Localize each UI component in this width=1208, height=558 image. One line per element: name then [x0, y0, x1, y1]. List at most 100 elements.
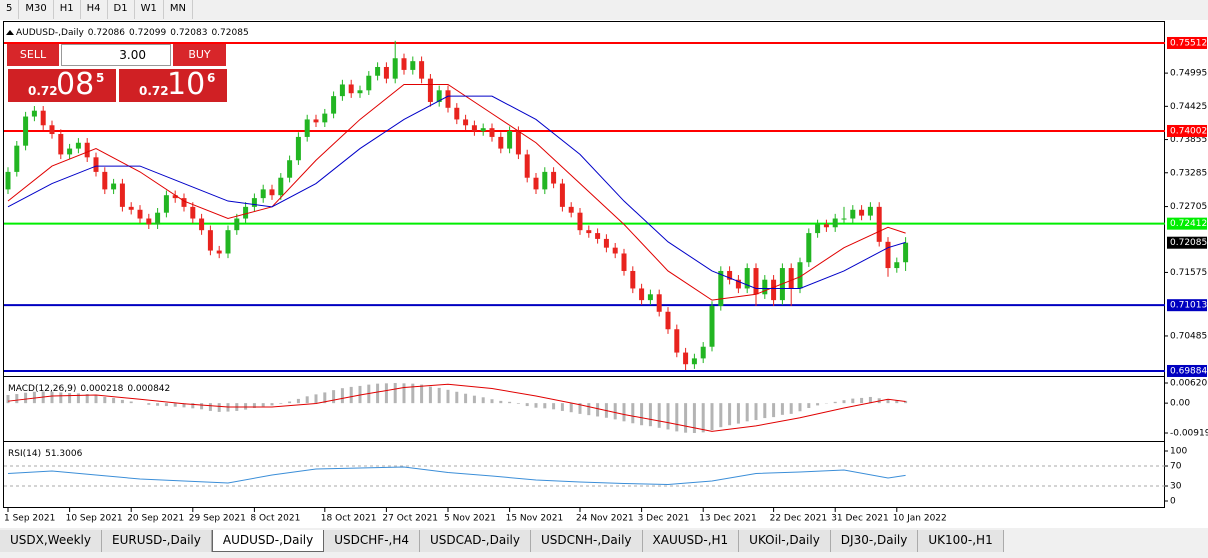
macd-bar: [103, 396, 107, 404]
candle-body: [709, 305, 715, 347]
macd-bar: [15, 394, 19, 404]
macd-bar: [32, 391, 36, 404]
indicator-line: [7, 95, 906, 289]
candle-body: [75, 142, 81, 149]
candle-body: [903, 242, 909, 263]
timeframe-button[interactable]: 5: [0, 0, 20, 19]
macd-bar: [217, 403, 221, 412]
header-value: 0.000842: [127, 384, 170, 394]
x-tick-label: 10 Jan 2022: [893, 514, 947, 524]
candle-body: [392, 58, 398, 79]
y-tick-label: 0.73855: [1170, 135, 1207, 145]
macd-bar: [420, 384, 424, 404]
candle-body: [375, 66, 381, 76]
macd-bar: [120, 399, 124, 404]
macd-bar: [182, 403, 186, 408]
candle-body: [735, 279, 741, 289]
sell-button[interactable]: SELL: [7, 44, 59, 66]
macd-bar: [745, 403, 749, 422]
chart-tab[interactable]: XAUUSD-,H1: [642, 530, 740, 552]
candle-body: [683, 352, 689, 365]
x-tick-label: 5 Nov 2021: [444, 514, 496, 524]
indicator-header: MACD(12,26,9) 0.000218 0.000842: [8, 384, 170, 394]
level-label-box: [1167, 299, 1207, 312]
chart-tab[interactable]: UK100-,H1: [918, 530, 1004, 552]
candle-body: [568, 206, 574, 213]
macd-bar: [640, 403, 644, 426]
macd-bar: [376, 383, 380, 404]
macd-bar: [437, 387, 441, 404]
candle-body: [788, 268, 794, 289]
x-tick-label: 18 Oct 2021: [321, 514, 377, 524]
macd-bar: [851, 398, 855, 404]
macd-bar: [684, 403, 688, 433]
candle-body: [507, 131, 513, 149]
timeframe-button[interactable]: MN: [164, 0, 193, 19]
timeframe-button[interactable]: H4: [81, 0, 108, 19]
candle-body: [471, 125, 477, 132]
macd-bar: [393, 383, 397, 404]
candle-body: [718, 270, 724, 306]
macd-bar: [340, 388, 344, 404]
candle-body: [656, 294, 662, 312]
candle-body: [850, 209, 856, 219]
chart-tab[interactable]: DJ30-,Daily: [830, 530, 919, 552]
buy-price[interactable]: 0.72 10 6: [118, 67, 228, 103]
macd-bar: [305, 396, 309, 404]
macd-bar: [244, 403, 248, 410]
macd-bar: [525, 403, 529, 407]
y-tick-label: -0.009197: [1170, 429, 1208, 439]
candle-body: [234, 218, 240, 231]
header-title: RSI(14): [8, 449, 41, 459]
y-tick-label: 0.74995: [1170, 69, 1207, 79]
price-big: 10: [167, 67, 206, 102]
timeframe-button[interactable]: D1: [108, 0, 135, 19]
macd-bar: [112, 397, 116, 404]
header-value: 0.72086: [88, 28, 125, 38]
header-value: 0.72083: [170, 28, 207, 38]
sell-price[interactable]: 0.72 08 5: [7, 67, 117, 103]
macd-bar: [710, 403, 714, 431]
candle-body: [199, 218, 205, 231]
macd-bar: [868, 396, 872, 404]
chart-tab[interactable]: USDCHF-,H4: [324, 530, 420, 552]
macd-bar: [173, 403, 177, 407]
chart-tab[interactable]: USDCAD-,Daily: [420, 530, 531, 552]
level-label-box: [1167, 124, 1207, 137]
candle-body: [146, 218, 152, 225]
chart-tab[interactable]: AUDUSD-,Daily: [211, 530, 325, 552]
macd-bar: [692, 403, 696, 434]
x-tick-label: 31 Dec 2021: [831, 514, 889, 524]
candle-body: [93, 157, 99, 172]
price-big: 08: [56, 67, 95, 102]
buy-button[interactable]: BUY: [173, 44, 226, 66]
x-tick-label: 15 Nov 2021: [506, 514, 564, 524]
candle-body: [331, 96, 337, 114]
candle-body: [551, 171, 557, 184]
candle-body: [49, 125, 55, 135]
timeframe-button[interactable]: M30: [19, 0, 54, 19]
macd-bar: [728, 403, 732, 426]
macd-bar: [384, 383, 388, 404]
timeframe-button[interactable]: W1: [135, 0, 164, 19]
macd-bar: [50, 391, 54, 404]
header-value: 0.72085: [211, 28, 248, 38]
x-tick-label: 13 Dec 2021: [699, 514, 757, 524]
y-tick-label: 0.006201: [1170, 378, 1208, 388]
volume-input[interactable]: 3.00: [61, 44, 171, 66]
chart-tab[interactable]: UKOil-,Daily: [739, 530, 831, 552]
candle-body: [595, 233, 601, 239]
chart-tab[interactable]: USDCNH-,Daily: [530, 530, 643, 552]
chart-tab[interactable]: USDX,Weekly: [0, 530, 102, 552]
candle-body: [84, 142, 90, 158]
header-arrow: [6, 30, 14, 35]
candle-body: [533, 177, 539, 190]
candle-body: [181, 198, 187, 207]
candle-body: [515, 131, 521, 155]
macd-bar: [164, 403, 168, 407]
macd-bar: [349, 386, 353, 404]
candle-body: [639, 288, 645, 301]
chart-tab[interactable]: EURUSD-,Daily: [102, 530, 212, 552]
timeframe-button[interactable]: H1: [54, 0, 81, 19]
price-prefix: 0.72: [139, 84, 169, 98]
